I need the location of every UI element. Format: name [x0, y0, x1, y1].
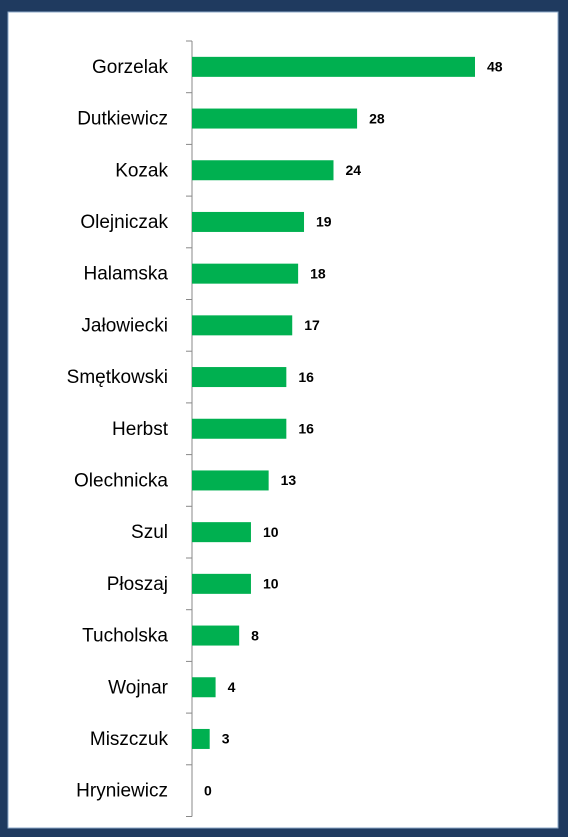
value-label: 4 — [228, 679, 236, 695]
bar — [192, 728, 210, 749]
bar — [192, 315, 293, 336]
bar — [192, 211, 305, 232]
bar — [192, 56, 475, 77]
value-label: 13 — [281, 472, 297, 488]
category-label: Szul — [131, 522, 168, 543]
bar — [192, 367, 287, 388]
bar — [192, 677, 216, 698]
bar — [192, 522, 251, 543]
category-label: Gorzelak — [92, 57, 169, 78]
value-label: 17 — [304, 317, 320, 333]
category-label: Halamska — [84, 264, 169, 285]
value-label: 19 — [316, 214, 332, 230]
category-label: Miszczuk — [90, 729, 169, 750]
bar — [192, 160, 334, 181]
category-label: Herbst — [112, 419, 169, 440]
category-label: Hryniewicz — [76, 781, 168, 802]
category-label: Smętkowski — [67, 367, 168, 388]
bar — [192, 263, 299, 284]
value-label: 24 — [346, 162, 362, 178]
value-label: 3 — [222, 731, 230, 747]
value-label: 48 — [487, 59, 503, 75]
bar — [192, 108, 358, 129]
bar — [192, 470, 269, 491]
category-label: Kozak — [115, 160, 168, 181]
bar — [192, 625, 240, 646]
category-label: Olejniczak — [80, 212, 168, 233]
value-label: 16 — [298, 369, 314, 385]
bar — [192, 418, 287, 439]
category-label: Wojnar — [108, 677, 169, 698]
value-label: 10 — [263, 576, 279, 592]
category-label: Tucholska — [82, 626, 168, 647]
value-label: 18 — [310, 265, 326, 281]
value-label: 8 — [251, 627, 259, 643]
category-label: Olechnicka — [74, 470, 168, 491]
value-label: 16 — [298, 420, 314, 436]
value-label: 28 — [369, 110, 385, 126]
value-label: 0 — [204, 782, 212, 798]
category-label: Płoszaj — [107, 574, 168, 595]
category-label: Dutkiewicz — [77, 109, 168, 130]
category-label: Jałowiecki — [81, 315, 168, 336]
value-label: 10 — [263, 524, 279, 540]
bar — [192, 573, 251, 594]
